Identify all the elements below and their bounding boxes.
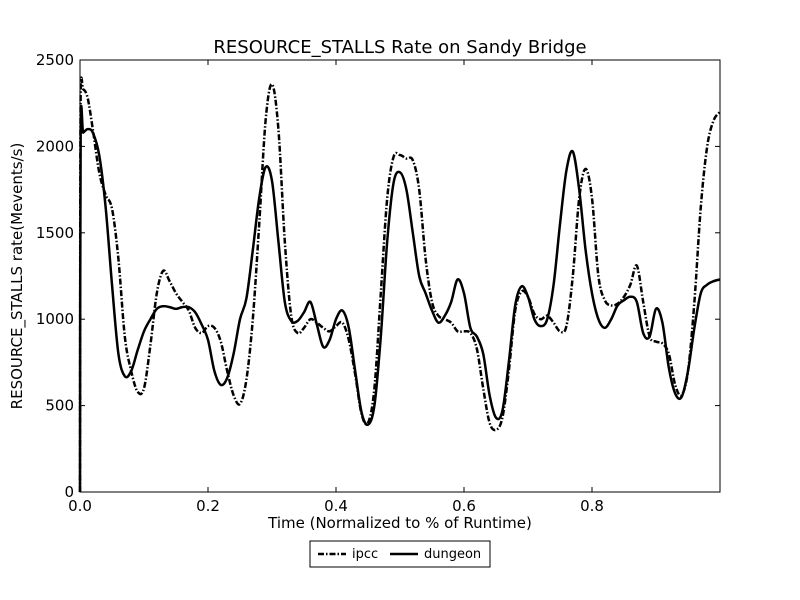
- x-tick-label: 0.8: [580, 497, 604, 515]
- plot-frame: [79, 59, 721, 493]
- y-axis-label: RESOURCE_STALLS rate(Mevents/s): [8, 143, 27, 410]
- legend-label-ipcc: ipcc: [352, 547, 378, 562]
- legend-label-dungeon: dungeon: [424, 547, 481, 562]
- legend: ipcc dungeon: [309, 540, 491, 568]
- x-axis-label: Time (Normalized to % of Runtime): [267, 514, 532, 532]
- x-tick-label: 0.2: [196, 497, 220, 515]
- chart-title: RESOURCE_STALLS Rate on Sandy Bridge: [213, 37, 586, 58]
- y-tick-label: 1000: [36, 310, 74, 328]
- x-tick-label: 0.4: [324, 497, 348, 515]
- x-tick-label: 0.6: [452, 497, 476, 515]
- y-tick-label: 2500: [36, 51, 74, 69]
- y-tick-label: 2000: [36, 137, 74, 155]
- series-line-ipcc: [78, 76, 722, 493]
- series-line-dungeon: [78, 104, 721, 493]
- x-tick-label: 0.0: [68, 497, 92, 515]
- plot-series: [78, 76, 722, 493]
- y-tick-label: 500: [45, 397, 74, 415]
- y-axis-ticks: 0 500 1000 1500 2000 2500: [36, 51, 720, 501]
- x-axis-ticks: 0.0 0.2 0.4 0.6 0.8: [68, 60, 604, 515]
- y-tick-label: 1500: [36, 224, 74, 242]
- y-tick-label: 0: [64, 483, 74, 501]
